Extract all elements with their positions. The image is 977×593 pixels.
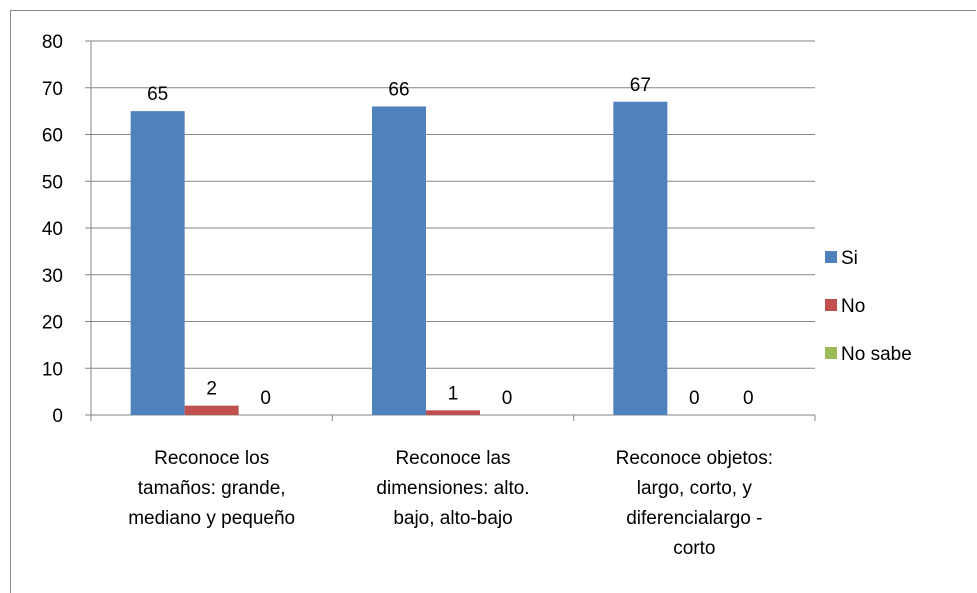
data-label: 0 (689, 388, 700, 409)
x-tick-label: Reconoce las (395, 448, 510, 469)
legend-label: No (841, 296, 865, 317)
y-tick-label: 30 (42, 266, 63, 287)
legend-swatch (825, 347, 837, 359)
y-tick-label: 10 (42, 359, 63, 380)
y-tick-labels: 0 10 20 30 40 50 60 70 80 (42, 32, 63, 427)
data-label: 67 (630, 75, 651, 96)
x-tick-label: mediano y pequeño (128, 508, 295, 529)
data-label: 0 (502, 388, 513, 409)
x-tick-label: Reconoce objetos: (616, 448, 773, 469)
x-tick-label: bajo, alto-bajo (393, 508, 512, 529)
legend-label: Si (841, 248, 858, 269)
bar-no (184, 405, 239, 415)
gridlines (91, 40, 815, 369)
y-tick-label: 40 (42, 219, 63, 240)
data-label: 0 (743, 388, 754, 409)
data-label: 65 (147, 84, 168, 105)
legend-swatch (825, 299, 837, 311)
x-tick-label: tamaños: grande, (138, 478, 286, 499)
legend-swatch (825, 251, 837, 263)
legend: Si No No sabe (825, 248, 912, 365)
legend-label: No sabe (841, 344, 912, 365)
data-label: 2 (206, 379, 217, 400)
bar-si (372, 106, 426, 415)
bar-si (613, 101, 668, 416)
y-tick-label: 0 (52, 406, 63, 427)
y-tick-label: 80 (42, 32, 63, 53)
y-tick-label: 70 (42, 79, 63, 100)
x-tick-label: corto (673, 538, 715, 559)
x-tick-label: dimensiones: alto. (376, 478, 529, 499)
data-label: 0 (260, 388, 271, 409)
bar-no (426, 410, 480, 415)
y-tick-label: 50 (42, 172, 63, 193)
x-tick-label: diferencialargo - (626, 508, 762, 529)
x-tick-label: Reconoce los (154, 448, 269, 469)
x-tick-labels: Reconoce los tamaños: grande, mediano y pe… (128, 448, 773, 559)
y-tick-label: 60 (42, 126, 63, 147)
data-labels: 65 2 0 66 1 0 67 0 0 (147, 75, 754, 409)
axes (85, 40, 816, 421)
y-tick-label: 20 (42, 313, 63, 334)
bars (130, 101, 668, 416)
x-tick-label: largo, corto, y (637, 478, 753, 499)
data-label: 66 (388, 79, 409, 100)
bar-si (130, 111, 185, 415)
data-label: 1 (448, 383, 459, 404)
